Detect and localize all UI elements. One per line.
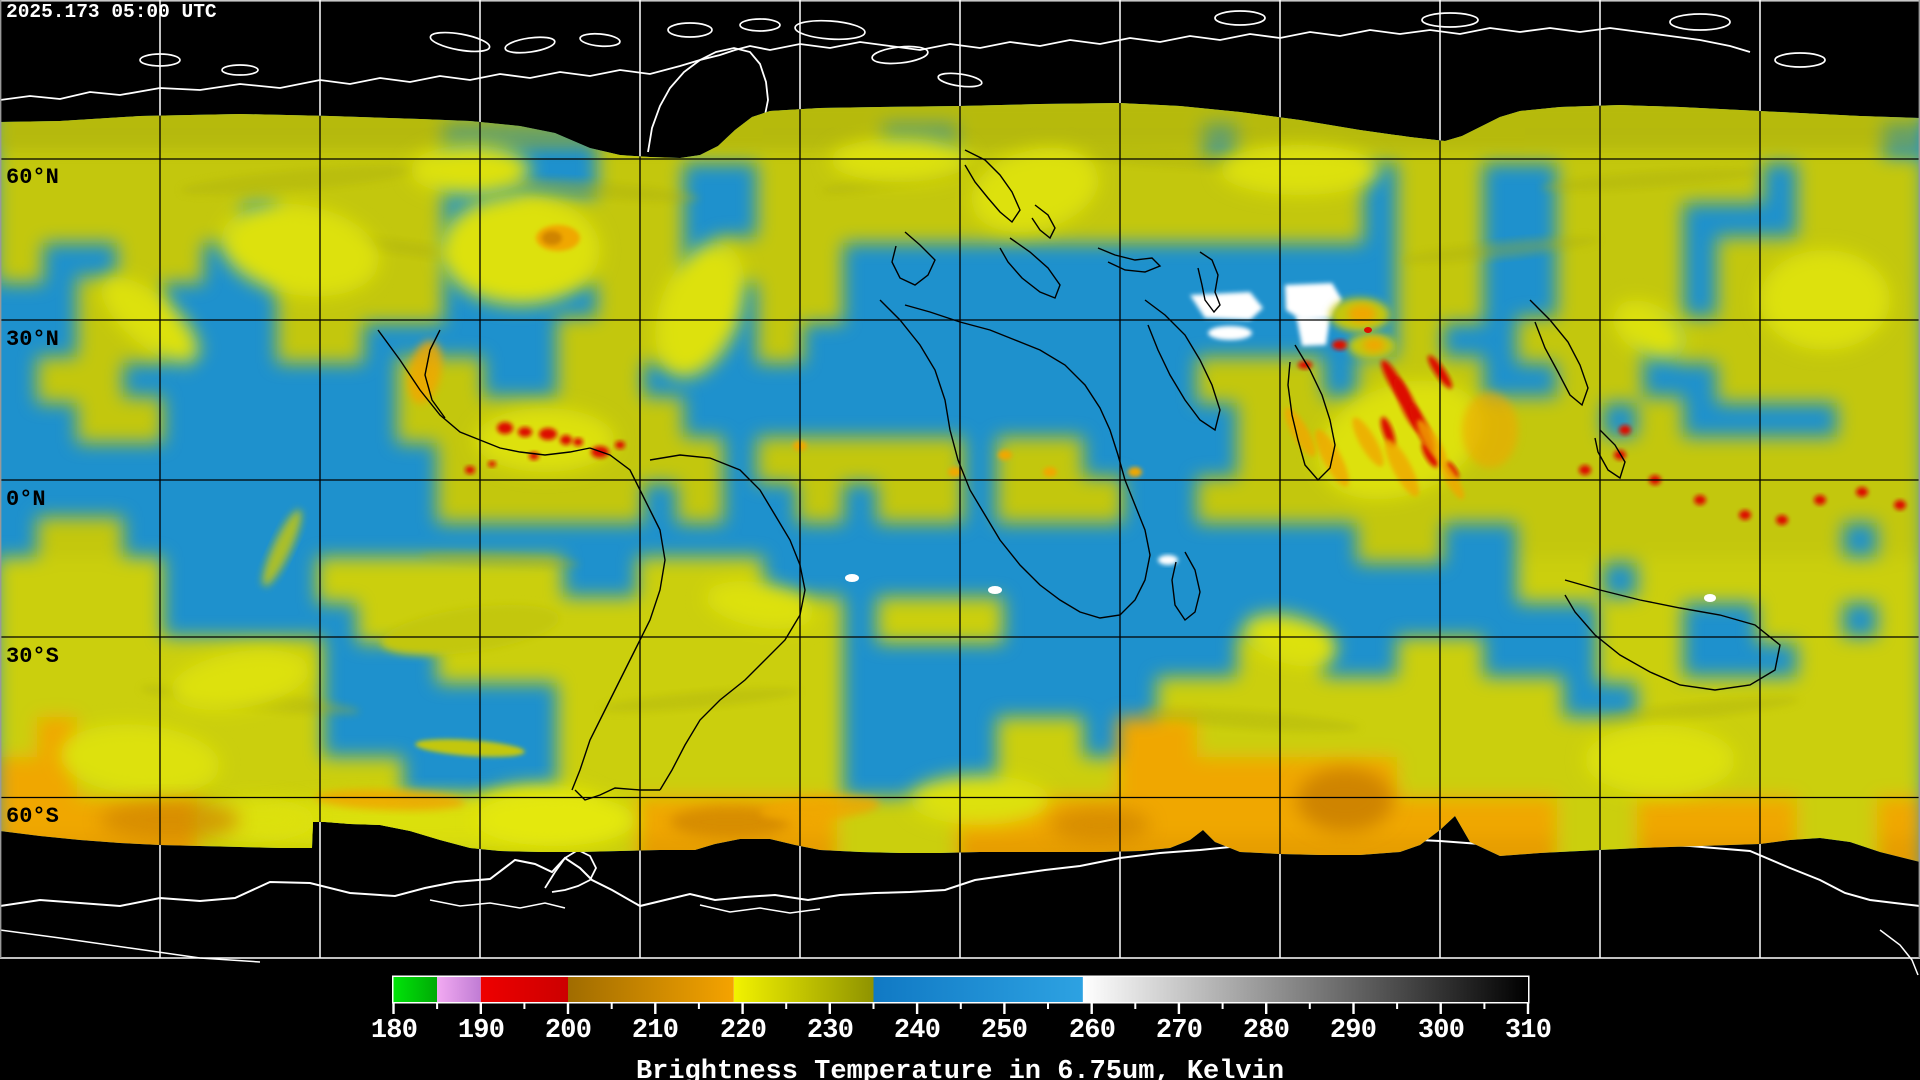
svg-text:270: 270 bbox=[1156, 1016, 1202, 1046]
svg-text:60°S: 60°S bbox=[6, 804, 59, 829]
svg-text:240: 240 bbox=[894, 1016, 940, 1046]
svg-text:30°S: 30°S bbox=[6, 644, 59, 669]
svg-text:200: 200 bbox=[545, 1016, 591, 1046]
svg-text:260: 260 bbox=[1069, 1016, 1115, 1046]
svg-text:0°N: 0°N bbox=[6, 487, 46, 512]
svg-text:280: 280 bbox=[1243, 1016, 1289, 1046]
svg-text:30°N: 30°N bbox=[6, 327, 59, 352]
svg-text:60°N: 60°N bbox=[6, 165, 59, 190]
svg-text:300: 300 bbox=[1418, 1016, 1464, 1046]
svg-text:230: 230 bbox=[807, 1016, 853, 1046]
svg-text:190: 190 bbox=[458, 1016, 504, 1046]
svg-text:220: 220 bbox=[720, 1016, 766, 1046]
svg-text:310: 310 bbox=[1505, 1016, 1551, 1046]
svg-text:250: 250 bbox=[981, 1016, 1027, 1046]
svg-text:2025.173 05:00 UTC: 2025.173 05:00 UTC bbox=[6, 1, 217, 23]
svg-text:290: 290 bbox=[1330, 1016, 1376, 1046]
svg-text:210: 210 bbox=[632, 1016, 678, 1046]
svg-text:180: 180 bbox=[371, 1016, 417, 1046]
svg-text:Brightness Temperature in 6.75: Brightness Temperature in 6.75um, Kelvin bbox=[636, 1057, 1284, 1080]
